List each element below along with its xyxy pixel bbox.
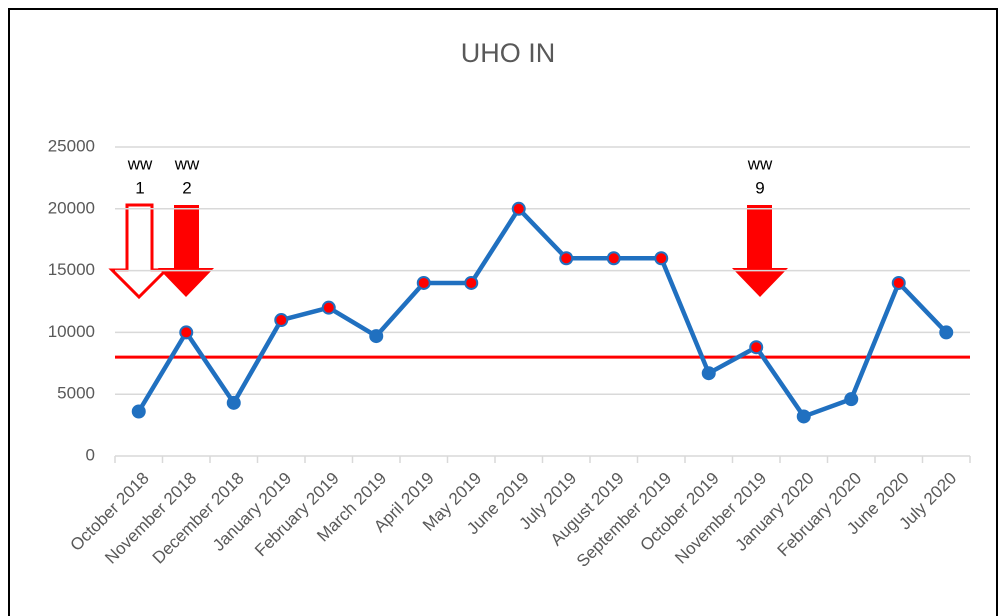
data-point <box>654 251 669 266</box>
y-tick-label: 15000 <box>48 260 95 279</box>
data-point <box>559 251 574 266</box>
data-point <box>131 404 146 419</box>
annotation-text: ww <box>174 154 200 173</box>
series-line <box>136 206 948 419</box>
annotation-text: 2 <box>182 178 191 197</box>
y-tick-label: 5000 <box>57 384 95 403</box>
annotation-arrow <box>732 205 788 297</box>
data-point <box>321 300 336 315</box>
annotation-text: ww <box>127 154 153 173</box>
y-tick-label: 25000 <box>48 136 95 155</box>
y-tick-label: 10000 <box>48 322 95 341</box>
data-point <box>274 313 289 328</box>
data-point <box>511 201 526 216</box>
data-point <box>844 392 859 407</box>
data-point <box>226 395 241 410</box>
y-tick-label: 20000 <box>48 198 95 217</box>
data-point <box>891 275 906 290</box>
annotation-arrow <box>158 205 214 297</box>
data-point <box>416 275 431 290</box>
data-point <box>939 325 954 340</box>
annotation-text: ww <box>747 154 773 173</box>
data-point <box>606 251 621 266</box>
chart-title: UHO IN <box>461 38 556 68</box>
data-point <box>179 325 194 340</box>
annotation-text: 9 <box>755 178 764 197</box>
data-point <box>749 340 764 355</box>
data-point <box>701 366 716 381</box>
chart-frame <box>8 8 998 616</box>
annotation-text: 1 <box>135 178 144 197</box>
data-point <box>369 329 384 344</box>
data-point <box>796 409 811 424</box>
y-tick-label: 0 <box>86 445 95 464</box>
data-point <box>464 275 479 290</box>
